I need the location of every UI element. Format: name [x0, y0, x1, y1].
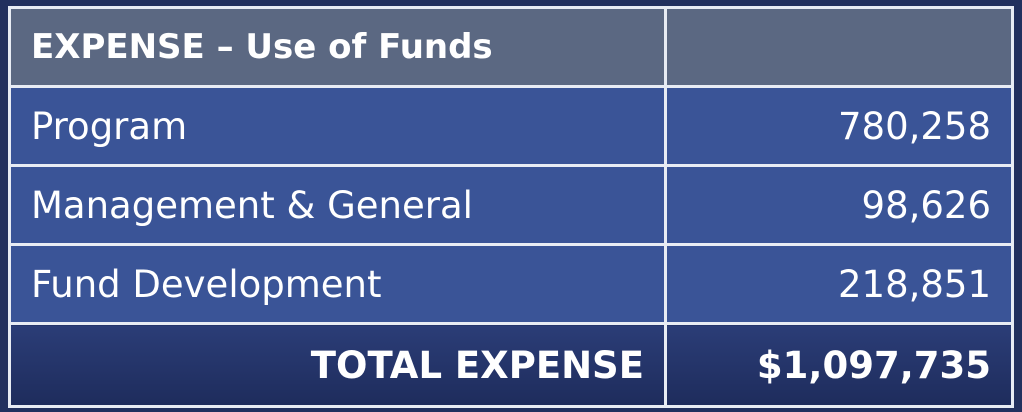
- row-value: 780,258: [664, 85, 1014, 167]
- row-label: Program: [8, 85, 667, 167]
- header-row: EXPENSE – Use of Funds: [8, 6, 1014, 88]
- row-value: 98,626: [664, 164, 1014, 246]
- expense-table: EXPENSE – Use of Funds Program 780,258 M…: [8, 6, 1014, 408]
- total-row: TOTAL EXPENSE $1,097,735: [8, 322, 1014, 408]
- row: Program 780,258: [8, 85, 1014, 167]
- row-value: 218,851: [664, 243, 1014, 325]
- total-label: TOTAL EXPENSE: [8, 322, 667, 408]
- row: Management & General 98,626: [8, 164, 1014, 246]
- row: Fund Development 218,851: [8, 243, 1014, 325]
- row-label: Management & General: [8, 164, 667, 246]
- header-empty: [664, 6, 1014, 88]
- header-title: EXPENSE – Use of Funds: [8, 6, 667, 88]
- row-label: Fund Development: [8, 243, 667, 325]
- total-value: $1,097,735: [664, 322, 1014, 408]
